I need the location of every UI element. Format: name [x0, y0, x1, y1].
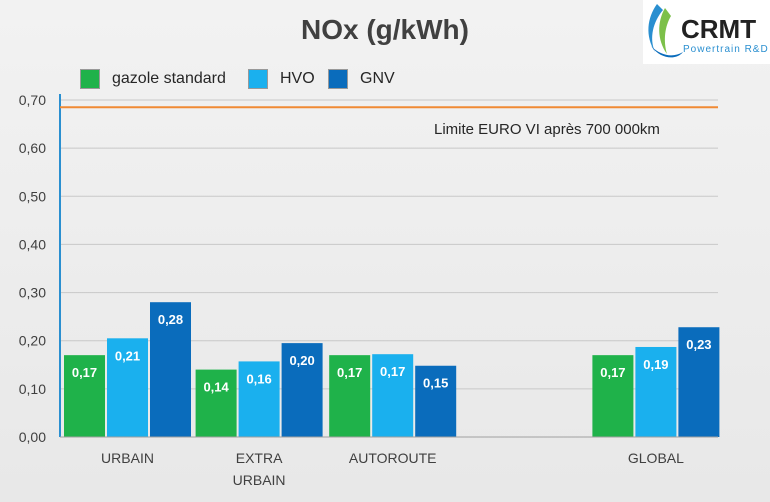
data-label: 0,17	[337, 365, 362, 380]
bar	[107, 338, 148, 437]
data-label: 0,21	[115, 348, 140, 363]
y-tick-label: 0,10	[19, 381, 46, 397]
bar	[64, 355, 105, 437]
x-tick-label: URBAIN	[101, 450, 154, 466]
bar	[678, 327, 720, 437]
data-label: 0,20	[289, 353, 314, 368]
x-tick-label: GLOBAL	[628, 450, 684, 466]
x-tick-label: URBAIN	[233, 472, 286, 488]
data-label: 0,16	[246, 371, 271, 386]
data-label: 0,19	[643, 357, 668, 372]
x-tick-label: AUTOROUTE	[349, 450, 437, 466]
data-label: 0,15	[423, 376, 448, 391]
bar	[150, 302, 191, 437]
y-tick-label: 0,20	[19, 333, 46, 349]
bar	[329, 355, 371, 437]
y-tick-label: 0,00	[19, 429, 46, 445]
legend-label: GNV	[360, 70, 395, 87]
bar	[238, 361, 280, 437]
data-label: 0,28	[158, 312, 183, 327]
bar	[195, 369, 237, 437]
data-label: 0,17	[380, 364, 405, 379]
logo-tagline: Powertrain R&D	[683, 44, 769, 55]
legend-item: gazole standard	[80, 68, 226, 90]
legend-swatch	[248, 69, 268, 89]
y-tick-label: 0,40	[19, 236, 46, 252]
data-label: 0,14	[203, 380, 229, 395]
bar	[372, 354, 414, 437]
y-tick-label: 0,60	[19, 140, 46, 156]
data-label: 0,23	[686, 337, 711, 352]
data-label: 0,17	[600, 365, 625, 380]
chart-title: NOx (g/kWh)	[301, 14, 469, 45]
bar	[592, 355, 634, 437]
legend-item: GNV	[328, 68, 395, 90]
legend-swatch	[80, 69, 100, 89]
logo-name: CRMT	[681, 14, 756, 44]
crmt-logo: CRMT Powertrain R&D	[643, 0, 770, 64]
data-label: 0,17	[72, 365, 97, 380]
legend-item: HVO	[248, 68, 315, 90]
legend-swatch	[328, 69, 348, 89]
y-tick-label: 0,30	[19, 285, 46, 301]
legend-label: HVO	[280, 70, 315, 87]
reference-line-label: Limite EURO VI après 700 000km	[434, 121, 660, 138]
y-tick-label: 0,50	[19, 188, 46, 204]
bar	[415, 365, 457, 437]
crmt-logo-graphic: CRMT Powertrain R&D	[648, 4, 769, 58]
legend-label: gazole standard	[112, 70, 226, 87]
x-tick-label: EXTRA	[236, 450, 283, 466]
bar	[635, 346, 677, 437]
y-tick-label: 0,70	[19, 92, 46, 108]
bar	[281, 343, 323, 437]
